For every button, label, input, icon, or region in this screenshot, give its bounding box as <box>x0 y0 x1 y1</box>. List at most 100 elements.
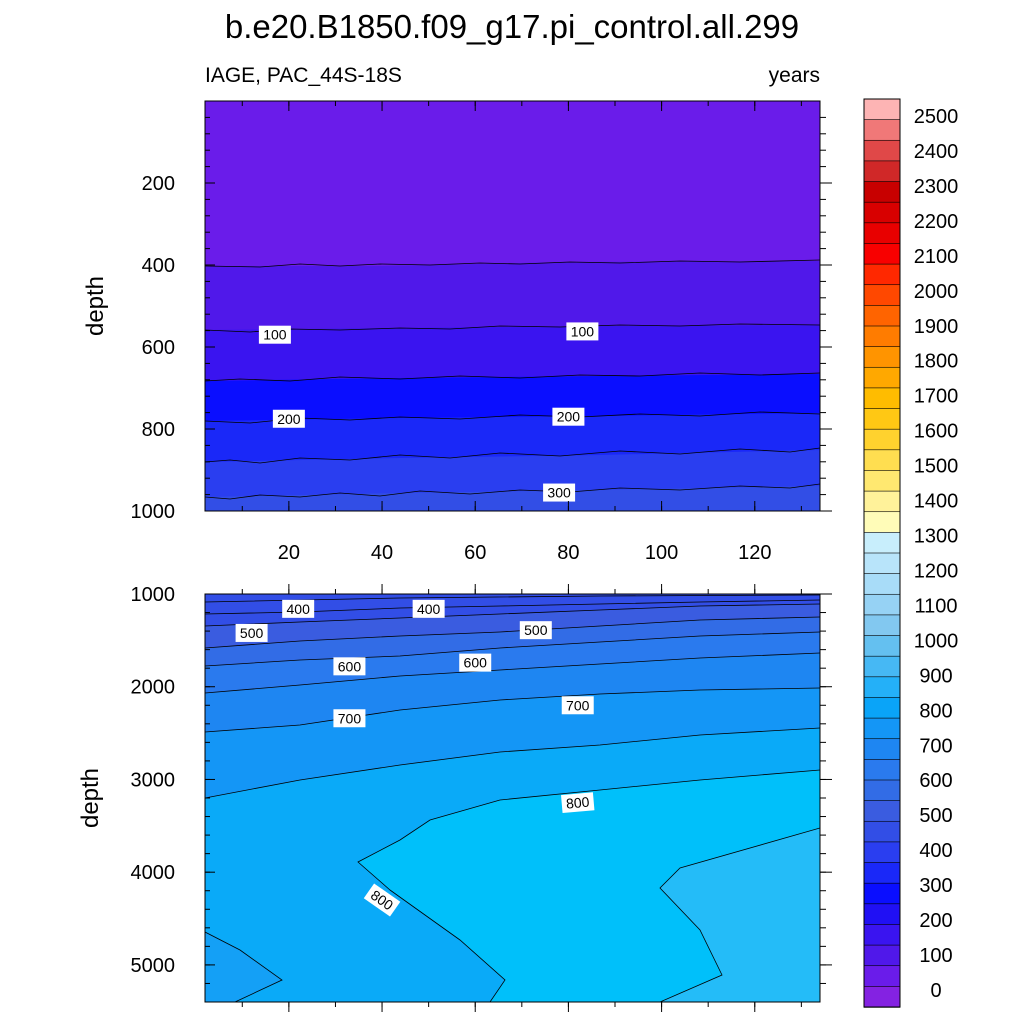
contour-label-text: 500 <box>240 625 264 641</box>
upper-y-tick-label: 1000 <box>131 501 176 523</box>
contour-label-text: 300 <box>547 485 571 501</box>
colorbar-label: 1900 <box>914 316 959 338</box>
contour-label: 300 <box>543 483 576 502</box>
contour-line-150 <box>205 372 820 382</box>
contour-label-text: 800 <box>565 794 590 812</box>
contour-label-box <box>272 409 305 428</box>
contour-line-650 <box>205 652 820 694</box>
contour-label-text: 100 <box>263 327 287 343</box>
contour-line-800-right <box>659 827 820 1002</box>
colorbar-box <box>863 862 901 884</box>
upper-fill-300-350 <box>205 486 820 511</box>
upper-x-tick-label: 100 <box>645 542 678 564</box>
colorbar-label: 2200 <box>914 211 959 233</box>
lower-fill-450-500 <box>205 594 820 626</box>
colorbar-box <box>863 944 901 967</box>
colorbar-box <box>863 428 901 451</box>
colorbar-box <box>863 305 901 327</box>
colorbar-box <box>863 552 901 575</box>
contour-label-box <box>519 621 552 640</box>
contour-label: 100 <box>258 325 291 344</box>
colorbar-box <box>863 779 901 802</box>
contour-label: 500 <box>235 623 268 642</box>
colorbar-box <box>863 119 901 141</box>
colorbar-box <box>863 924 901 946</box>
colorbar-label: 2000 <box>914 281 959 303</box>
upper-x-tick-label: 120 <box>738 542 771 564</box>
colorbar-box <box>863 676 901 699</box>
contour-label: 200 <box>272 409 305 428</box>
colorbar-box <box>863 759 901 781</box>
contour-line-300 <box>205 483 820 500</box>
colorbar-box <box>863 614 901 637</box>
colorbar-label: 1300 <box>914 526 959 548</box>
contour-label-box <box>543 483 576 502</box>
contour-line-800 <box>357 769 820 1002</box>
contour-label-box <box>561 696 594 715</box>
contour-label: 100 <box>566 322 599 341</box>
colorbar-box <box>863 181 901 203</box>
contour-label-box <box>333 657 366 676</box>
colorbar-box <box>863 573 901 595</box>
colorbar-label: 700 <box>919 735 952 757</box>
colorbar-box <box>863 511 901 534</box>
colorbar-label: 600 <box>919 770 952 792</box>
contour-label-box <box>333 709 366 728</box>
contour-line-50 <box>205 259 820 268</box>
colorbar-box <box>863 325 901 348</box>
contour-label-box <box>235 623 268 642</box>
colorbar-label: 2400 <box>914 141 959 163</box>
contour-label-box <box>459 653 492 672</box>
contour-label-text: 600 <box>464 655 488 671</box>
colorbar-label: 2500 <box>914 106 959 128</box>
contour-label: 700 <box>561 696 594 715</box>
colorbar-label: 1700 <box>914 386 959 408</box>
colorbar-box <box>863 841 901 864</box>
colorbar-label: 2100 <box>914 246 959 268</box>
colorbar-frame <box>863 98 901 1008</box>
colorbar-box <box>863 882 901 905</box>
colorbar-box <box>863 717 901 740</box>
contour-label: 700 <box>333 709 366 728</box>
contour-label-text: 500 <box>524 622 548 638</box>
lower-fill-left-patch <box>205 932 282 1002</box>
upper-plot-frame <box>204 100 821 512</box>
upper-panel: 100 100 200 200 300 20 40 60 80 100 120 200 400 600 8… <box>82 100 832 564</box>
colorbar-box <box>863 408 901 430</box>
colorbar-box <box>863 98 901 121</box>
contour-label-box <box>561 792 595 813</box>
colorbar-label: 800 <box>919 700 952 722</box>
colorbar-label: 1400 <box>914 491 959 513</box>
colorbar-box <box>863 160 901 183</box>
colorbar-box <box>863 593 901 616</box>
lower-y-tick-label: 1000 <box>131 584 176 606</box>
colorbar-box <box>863 470 901 492</box>
colorbar-label: 2300 <box>914 176 959 198</box>
lower-y-axis-label: depth <box>77 768 104 828</box>
colorbar-box <box>863 800 901 822</box>
colorbar-box <box>863 201 901 224</box>
contour-line-700 <box>205 687 820 733</box>
colorbar-label: 1600 <box>914 421 959 443</box>
contour-label: 400 <box>412 599 445 618</box>
colorbar-label: 1200 <box>914 560 959 582</box>
colorbar-box <box>863 697 901 719</box>
chart-title: b.e20.B1850.f09_g17.pi_control.all.299 <box>225 8 799 45</box>
contour-label-text: 100 <box>571 323 595 339</box>
contour-label: 500 <box>519 621 552 640</box>
contour-label: 600 <box>333 657 366 676</box>
contour-label-box <box>282 599 315 618</box>
colorbar-box <box>863 387 901 410</box>
colorbar-label: 300 <box>919 875 952 897</box>
colorbar-box <box>863 243 901 265</box>
colorbar-label: 100 <box>919 945 952 967</box>
colorbar-label: 1800 <box>914 351 959 373</box>
contour-label-text: 400 <box>287 601 311 617</box>
colorbar-label: 1100 <box>914 595 957 617</box>
colorbar-label: 400 <box>919 840 952 862</box>
lower-y-tick-label: 2000 <box>131 677 176 699</box>
colorbar-box <box>863 903 901 926</box>
upper-x-tick-label: 80 <box>557 542 579 564</box>
